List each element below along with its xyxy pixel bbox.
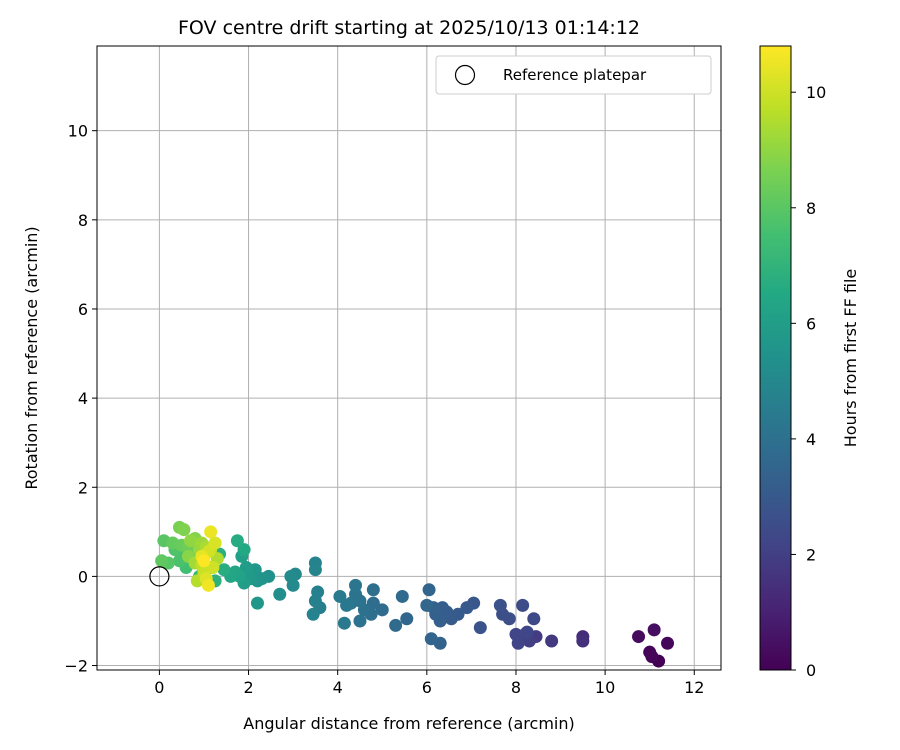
data-point — [237, 543, 251, 557]
x-axis-ticks: 0 2 4 6 8 10 12 — [154, 670, 704, 697]
data-point — [208, 536, 222, 550]
data-point — [395, 589, 409, 603]
data-point — [400, 612, 414, 626]
data-point — [632, 630, 646, 644]
data-point — [337, 616, 351, 630]
data-point — [527, 612, 541, 626]
x-tick-label: 8 — [511, 678, 521, 697]
reference-marker — [149, 566, 170, 587]
y-tick-label: 2 — [78, 478, 88, 497]
data-point — [389, 618, 403, 632]
x-tick-label: 6 — [422, 678, 432, 697]
legend-marker-icon — [454, 64, 476, 86]
y-tick-label: 4 — [78, 389, 88, 408]
data-point — [460, 601, 474, 615]
data-point — [349, 578, 363, 592]
colorbar-tick-label: 2 — [806, 545, 816, 564]
colorbar-tick-label: 0 — [806, 661, 816, 680]
data-points — [155, 520, 675, 668]
data-point — [516, 598, 530, 612]
data-point — [230, 534, 244, 548]
legend-frame — [435, 55, 712, 95]
data-point — [206, 560, 220, 574]
x-tick-label: 0 — [154, 678, 164, 697]
data-point — [308, 594, 322, 608]
data-point — [340, 598, 354, 612]
data-point — [250, 596, 264, 610]
colorbar-tick-label: 10 — [806, 83, 826, 102]
colorbar-tick-label: 6 — [806, 314, 816, 333]
data-point — [375, 603, 389, 617]
y-axis-label: Rotation from reference (arcmin) — [22, 226, 41, 489]
data-point — [306, 607, 320, 621]
data-point — [422, 583, 436, 597]
data-point — [520, 625, 534, 639]
data-point — [353, 614, 367, 628]
data-point — [333, 589, 347, 603]
y-axis-ticks: −2 0 2 4 6 8 10 — [64, 122, 97, 676]
y-tick-label: 6 — [78, 300, 88, 319]
data-point — [661, 636, 675, 650]
data-point — [366, 583, 380, 597]
colorbar-tick-label: 8 — [806, 199, 816, 218]
x-axis-label: Angular distance from reference (arcmin) — [243, 714, 574, 733]
data-point — [197, 554, 211, 568]
data-point — [420, 598, 434, 612]
x-tick-label: 4 — [333, 678, 343, 697]
y-tick-label: −2 — [64, 657, 88, 676]
data-point — [366, 596, 380, 610]
data-point — [545, 634, 559, 648]
data-point — [647, 623, 661, 637]
data-point — [509, 627, 523, 641]
legend-label: Reference platepar — [503, 66, 647, 84]
y-tick-label: 10 — [68, 122, 88, 141]
data-point — [204, 525, 218, 539]
grid-lines — [97, 46, 721, 670]
data-point — [177, 523, 191, 537]
data-point — [424, 632, 438, 646]
data-point — [576, 634, 590, 648]
chart-title: FOV centre drift starting at 2025/10/13 … — [178, 17, 640, 39]
x-tick-label: 12 — [684, 678, 704, 697]
data-point — [284, 569, 298, 583]
data-point — [645, 650, 659, 664]
colorbar-tick-label: 4 — [806, 430, 816, 449]
data-point — [184, 534, 198, 548]
colorbar-ticks: 0 2 4 6 8 10 — [791, 83, 826, 680]
data-point — [239, 560, 253, 574]
data-point — [273, 587, 287, 601]
x-tick-label: 2 — [243, 678, 253, 697]
data-point — [217, 563, 231, 577]
data-point — [308, 563, 322, 577]
data-point — [201, 578, 215, 592]
data-point — [155, 554, 169, 568]
x-tick-label: 10 — [595, 678, 615, 697]
colorbar — [759, 45, 792, 671]
data-point — [493, 598, 507, 612]
reference-circle-icon — [149, 566, 170, 587]
legend: Reference platepar — [435, 55, 712, 95]
y-tick-label: 8 — [78, 211, 88, 230]
y-tick-label: 0 — [78, 567, 88, 586]
colorbar-label: Hours from first FF file — [841, 269, 860, 448]
data-point — [473, 621, 487, 635]
plot-frame — [96, 45, 722, 671]
